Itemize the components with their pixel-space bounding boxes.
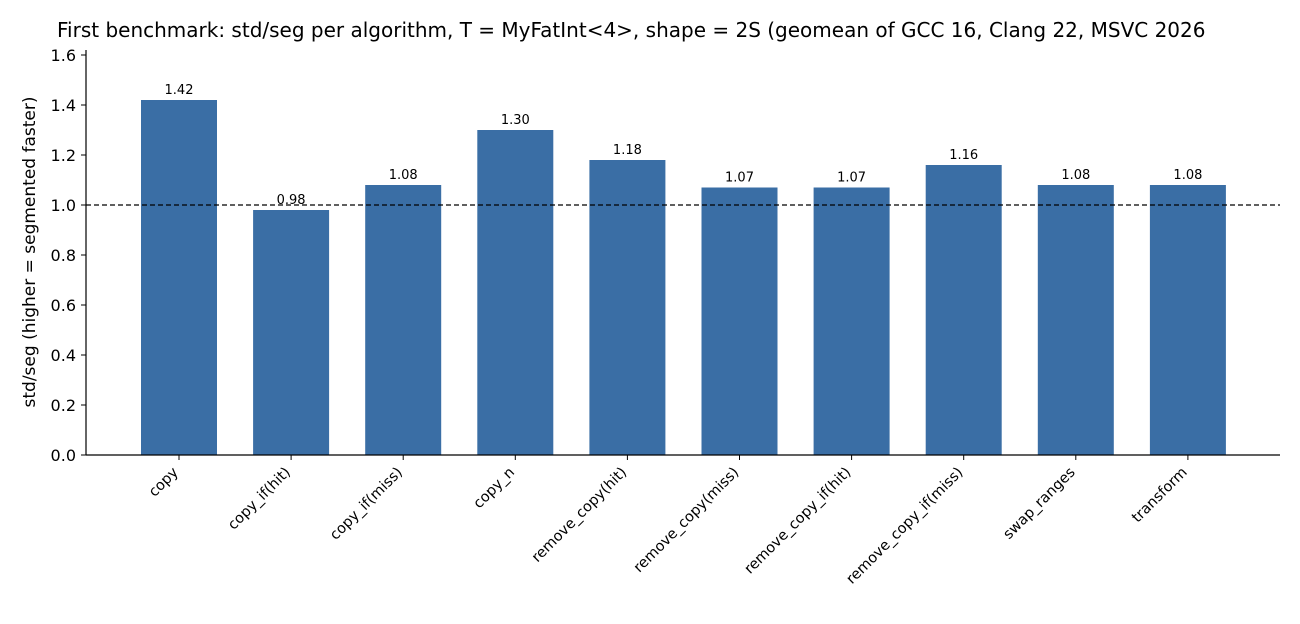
data-label: 1.08: [1061, 168, 1090, 183]
data-label: 1.30: [501, 113, 530, 128]
data-label: 1.18: [613, 143, 642, 158]
x-tick-label: remove_copy_if(hit): [742, 465, 855, 578]
data-label: 0.98: [277, 193, 306, 208]
data-label: 1.08: [1173, 168, 1202, 183]
y-axis-ticks: 0.0 0.2 0.4 0.6 0.8 1.0 1.2 1.4 1.6: [51, 46, 86, 465]
bar: [1037, 185, 1114, 455]
chart-title: First benchmark: std/seg per algorithm, …: [57, 18, 1205, 42]
data-label: 1.07: [837, 171, 866, 186]
x-tick-label: copy_if(hit): [225, 465, 294, 534]
y-tick-label: 0.0: [51, 446, 76, 465]
x-axis-ticks: copy copy_if(hit) copy_if(miss) copy_n remov…: [146, 455, 1191, 587]
data-label: 1.07: [725, 171, 754, 186]
y-tick-label: 1.0: [51, 196, 76, 215]
x-tick-label: swap_ranges: [1001, 465, 1079, 543]
axes: [85, 50, 1280, 456]
data-label: 1.16: [949, 148, 978, 163]
bar: [365, 185, 442, 455]
data-labels: 1.42 0.98 1.08 1.30 1.18 1.07 1.07 1.16 1.08 1.08: [165, 83, 1203, 208]
y-tick-label: 0.2: [51, 396, 76, 415]
y-tick-label: 1.6: [51, 46, 76, 65]
x-tick-label: remove_copy(miss): [631, 465, 742, 576]
x-tick-label: copy_if(miss): [327, 465, 406, 544]
y-tick-label: 1.4: [51, 96, 76, 115]
y-tick-label: 0.6: [51, 296, 76, 315]
x-tick-label: remove_copy(hit): [529, 465, 630, 566]
bar: [925, 165, 1002, 455]
y-tick-label: 0.4: [51, 346, 76, 365]
bar: [253, 210, 330, 455]
bar: [701, 187, 778, 455]
data-label: 1.42: [165, 83, 194, 98]
bar: [589, 160, 666, 455]
x-tick-label: transform: [1129, 465, 1191, 527]
y-tick-label: 1.2: [51, 146, 76, 165]
bar: [477, 130, 554, 455]
bar: [813, 187, 890, 455]
x-tick-label: remove_copy_if(miss): [844, 465, 967, 588]
bar: [1149, 185, 1226, 455]
x-tick-label: copy_n: [471, 465, 518, 512]
bar: [141, 100, 217, 455]
y-tick-label: 0.8: [51, 246, 76, 265]
bars: [141, 100, 1226, 455]
data-label: 1.08: [389, 168, 418, 183]
x-tick-label: copy: [146, 464, 182, 500]
y-axis-label: std/seg (higher = segmented faster): [20, 97, 40, 408]
